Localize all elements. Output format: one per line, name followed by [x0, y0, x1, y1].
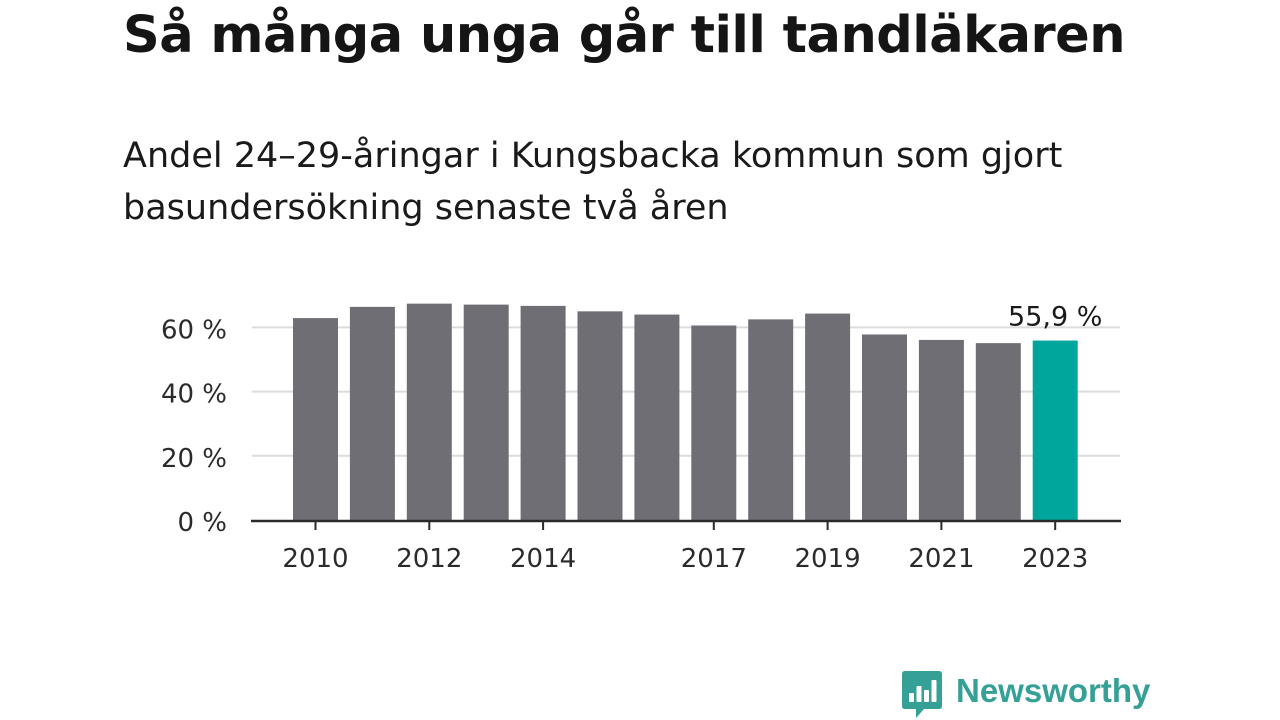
y-axis-ticks: 0 % 20 % 40 % 60 %	[161, 315, 227, 538]
bar	[634, 314, 680, 520]
subtitle-line-2: basundersökning senaste två åren	[123, 188, 729, 228]
y-tick-label: 40 %	[161, 380, 227, 410]
y-tick-label: 0 %	[177, 508, 227, 538]
bar-chart: 0 % 20 % 40 % 60 % 2010 2012 2014 2017 2019 2021…	[161, 302, 1121, 574]
annotations: 55,9 %	[1008, 302, 1102, 333]
y-tick-label: 20 %	[161, 444, 227, 474]
bar	[748, 319, 794, 520]
bar	[975, 343, 1021, 520]
x-tick-label: 2021	[908, 544, 974, 574]
bar	[918, 339, 964, 520]
gridlines	[252, 326, 1120, 457]
bar	[691, 325, 737, 520]
x-tick-label: 2023	[1022, 544, 1088, 574]
x-tick-label: 2014	[510, 544, 576, 574]
x-tick-label: 2010	[282, 544, 348, 574]
x-tick-label: 2019	[795, 544, 861, 574]
bars	[293, 303, 1078, 520]
bar	[406, 303, 452, 520]
data-label-2023: 55,9 %	[1008, 302, 1102, 333]
x-tick-label: 2017	[681, 544, 747, 574]
bar-chart-speech-bubble-icon	[902, 671, 942, 718]
subtitle-line-1: Andel 24–29-åringar i Kungsbacka kommun …	[123, 136, 1063, 176]
bar	[520, 305, 566, 520]
bar	[349, 306, 395, 520]
newsworthy-logo: Newsworthy	[902, 671, 1150, 719]
chart-title: Så många unga går till tandläkaren	[123, 6, 1126, 65]
chart-subtitle: Andel 24–29-åringar i Kungsbacka kommun …	[123, 130, 1143, 234]
bar	[293, 318, 338, 520]
bar-highlighted	[1032, 340, 1078, 520]
bar	[463, 304, 509, 520]
x-tick-label: 2012	[396, 544, 462, 574]
x-axis-ticks: 2010 2012 2014 2017 2019 2021 2023	[282, 521, 1088, 574]
y-tick-label: 60 %	[161, 315, 227, 345]
logo-wordmark: Newsworthy	[956, 672, 1151, 709]
bar	[577, 311, 623, 520]
bar	[862, 334, 907, 520]
bar	[805, 313, 851, 520]
